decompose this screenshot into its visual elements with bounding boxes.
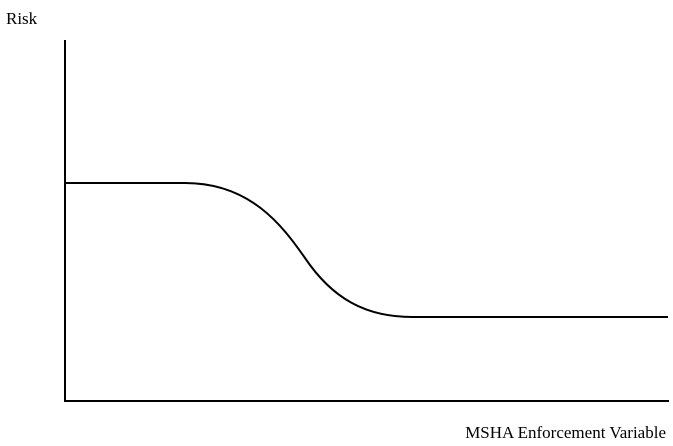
- x-axis-label: MSHA Enforcement Variable: [465, 423, 666, 442]
- y-axis-label: Risk: [6, 9, 38, 28]
- risk-curve: [65, 182, 668, 318]
